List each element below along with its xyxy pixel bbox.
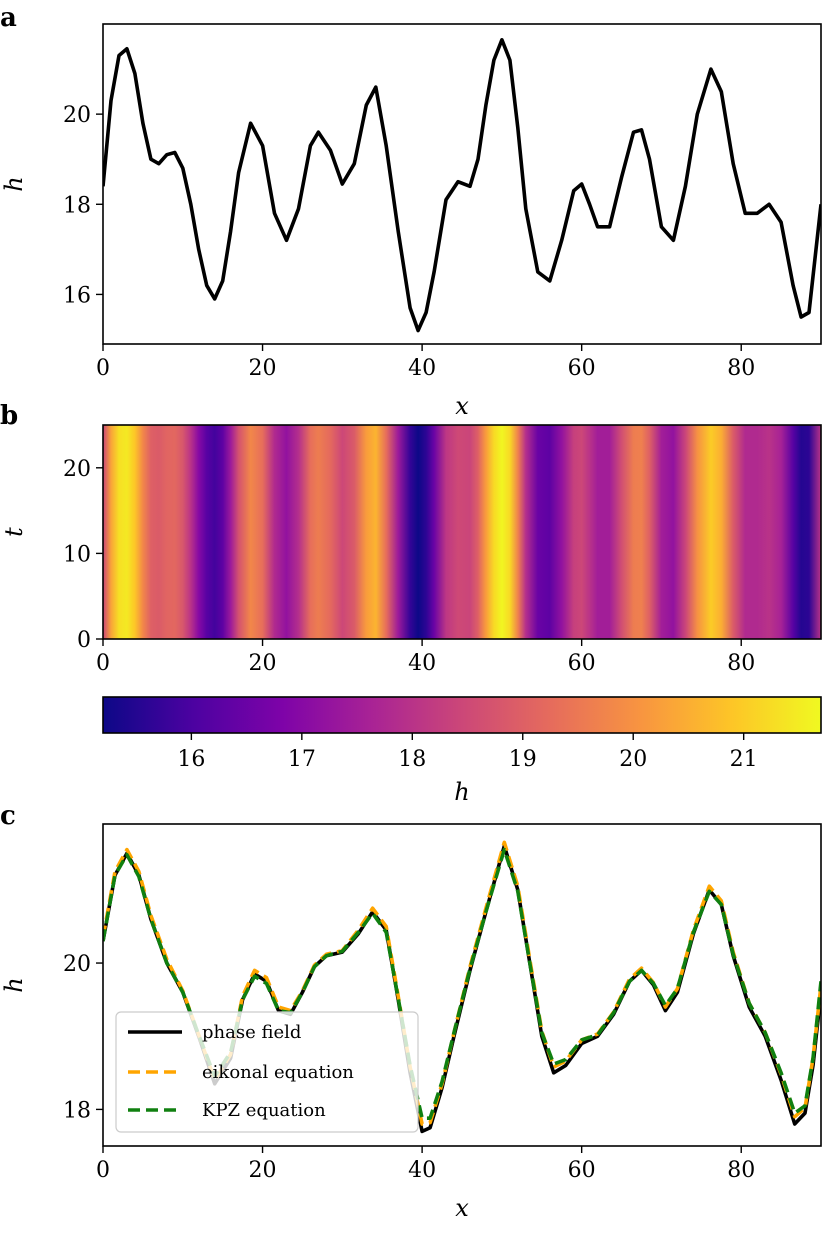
panel-a-xtick-label: 40 [408, 356, 436, 381]
panel-b: b 0 20 40 60 80 0 10 20 t 16 17 18 19 20 21 h [0, 401, 822, 806]
colorbar-tick-label: 18 [398, 747, 426, 772]
panel-c-xtick-label: 80 [727, 1158, 755, 1183]
panel-b-xtick-label: 60 [568, 651, 596, 676]
panel-a: a 0 20 40 60 80 16 18 20 x h [0, 3, 822, 420]
panel-c-ytick-label: 20 [63, 952, 91, 977]
colorbar-tick-label: 17 [288, 747, 316, 772]
panel-c-series-kpz-equation [103, 847, 821, 1120]
panel-c-xtick-label: 60 [568, 1158, 596, 1183]
panel-a-label: a [0, 3, 17, 33]
panel-b-ytick-label: 20 [63, 457, 91, 482]
panel-c-label: c [0, 801, 16, 831]
panel-b-xtick-label: 20 [249, 651, 277, 676]
colorbar-tick-label: 20 [619, 747, 647, 772]
heatmap-image [103, 425, 821, 639]
legend-label-kpz: KPZ equation [202, 1100, 326, 1121]
panel-c-frame [102, 823, 822, 1147]
colorbar-frame [102, 696, 822, 734]
colorbar-label: h [454, 778, 469, 806]
panel-b-frame [102, 424, 822, 640]
panel-a-xtick-label: 80 [727, 356, 755, 381]
panel-b-xtick-label: 40 [408, 651, 436, 676]
panel-a-ytick-label: 20 [63, 103, 91, 128]
panel-a-ytick-label: 16 [63, 283, 91, 308]
panel-c-xtick-label: 0 [96, 1158, 110, 1183]
panel-a-ytick-label: 18 [63, 193, 91, 218]
panel-a-axes: 0 20 40 60 80 16 18 20 [63, 103, 755, 381]
panel-a-series-h-x- [103, 37, 821, 333]
panel-a-xtick-label: 60 [568, 356, 596, 381]
panel-a-ylabel: h [0, 176, 28, 191]
panel-a-frame [102, 23, 822, 345]
panel-c-xtick-label: 40 [408, 1158, 436, 1183]
panel-c-ylabel: h [0, 977, 28, 992]
panel-b-xtick-label: 0 [96, 651, 110, 676]
panel-c-xtick-label: 20 [249, 1158, 277, 1183]
panel-c-xlabel: x [455, 1194, 469, 1222]
colorbar-tick-label: 19 [509, 747, 537, 772]
panel-b-ytick-label: 0 [77, 628, 91, 653]
panel-c-axes: 0 20 40 60 80 18 20 [63, 952, 755, 1183]
panel-a-xtick-label: 20 [249, 356, 277, 381]
colorbar [103, 697, 821, 733]
legend-label-eikonal: eikonal equation [202, 1062, 354, 1083]
colorbar-tick-label: 21 [730, 747, 758, 772]
panel-a-series-group [103, 37, 821, 333]
panel-b-label: b [0, 401, 18, 431]
colorbar-tick-label: 16 [177, 747, 205, 772]
panel-c-ytick-label: 18 [63, 1098, 91, 1123]
legend: phase field eikonal equation KPZ equatio… [115, 1011, 419, 1133]
panel-c: c 0 20 40 60 80 18 20 x h phase field eikonal … [0, 801, 822, 1222]
panel-b-axes: 0 20 40 60 80 0 10 20 [63, 457, 755, 676]
panel-b-ylabel: t [0, 527, 28, 537]
colorbar-ticks: 16 17 18 19 20 21 [177, 733, 758, 772]
legend-box [115, 1011, 419, 1133]
panel-a-xlabel: x [455, 392, 469, 420]
panel-b-ytick-label: 10 [63, 542, 91, 567]
panel-a-xtick-label: 0 [96, 356, 110, 381]
panel-b-xtick-label: 80 [727, 651, 755, 676]
legend-label-phase-field: phase field [202, 1022, 301, 1043]
